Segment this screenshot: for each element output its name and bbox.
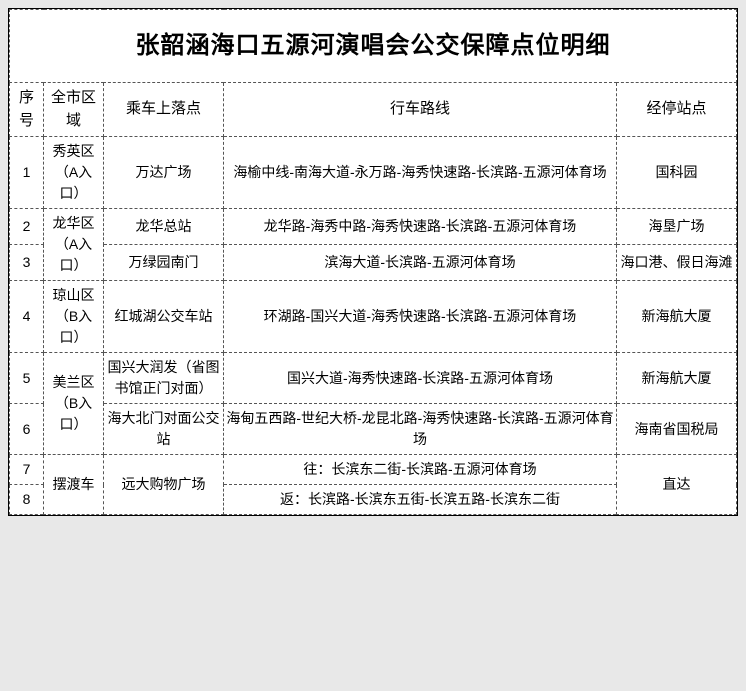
cell-via: 海垦广场: [616, 209, 736, 245]
cell-area: 琼山区（B入口）: [44, 281, 104, 353]
cell-idx: 2: [10, 209, 44, 245]
title-row: 张韶涵海口五源河演唱会公交保障点位明细: [10, 10, 737, 83]
table-row: 1 秀英区（A入口） 万达广场 海榆中线-南海大道-永万路-海秀快速路-长滨路-…: [10, 137, 737, 209]
bus-schedule-table: 张韶涵海口五源河演唱会公交保障点位明细 序号 全市区域 乘车上落点 行车路线 经…: [8, 8, 738, 516]
cell-via: 新海航大厦: [616, 353, 736, 404]
cell-via: 直达: [616, 455, 736, 515]
header-route: 行车路线: [224, 83, 617, 137]
header-idx: 序号: [10, 83, 44, 137]
cell-area: 龙华区（A入口）: [44, 209, 104, 281]
cell-idx: 1: [10, 137, 44, 209]
table-row: 6 海大北门对面公交站 海甸五西路-世纪大桥-龙昆北路-海秀快速路-长滨路-五源…: [10, 404, 737, 455]
table-row: 3 万绿园南门 滨海大道-长滨路-五源河体育场 海口港、假日海滩: [10, 245, 737, 281]
table: 张韶涵海口五源河演唱会公交保障点位明细 序号 全市区域 乘车上落点 行车路线 经…: [9, 9, 737, 515]
header-area: 全市区域: [44, 83, 104, 137]
cell-area: 秀英区（A入口）: [44, 137, 104, 209]
table-row: 5 美兰区（B入口） 国兴大润发（省图书馆正门对面） 国兴大道-海秀快速路-长滨…: [10, 353, 737, 404]
cell-idx: 6: [10, 404, 44, 455]
cell-via: 海南省国税局: [616, 404, 736, 455]
cell-stop: 海大北门对面公交站: [104, 404, 224, 455]
cell-via: 新海航大厦: [616, 281, 736, 353]
table-row: 2 龙华区（A入口） 龙华总站 龙华路-海秀中路-海秀快速路-长滨路-五源河体育…: [10, 209, 737, 245]
header-via: 经停站点: [616, 83, 736, 137]
cell-stop: 红城湖公交车站: [104, 281, 224, 353]
cell-via: 国科园: [616, 137, 736, 209]
cell-route: 龙华路-海秀中路-海秀快速路-长滨路-五源河体育场: [224, 209, 617, 245]
cell-route: 环湖路-国兴大道-海秀快速路-长滨路-五源河体育场: [224, 281, 617, 353]
cell-stop: 国兴大润发（省图书馆正门对面）: [104, 353, 224, 404]
cell-route: 国兴大道-海秀快速路-长滨路-五源河体育场: [224, 353, 617, 404]
table-row: 4 琼山区（B入口） 红城湖公交车站 环湖路-国兴大道-海秀快速路-长滨路-五源…: [10, 281, 737, 353]
cell-via: 海口港、假日海滩: [616, 245, 736, 281]
cell-idx: 7: [10, 455, 44, 485]
cell-idx: 5: [10, 353, 44, 404]
cell-idx: 3: [10, 245, 44, 281]
cell-route: 海甸五西路-世纪大桥-龙昆北路-海秀快速路-长滨路-五源河体育场: [224, 404, 617, 455]
cell-route: 往：长滨东二街-长滨路-五源河体育场: [224, 455, 617, 485]
header-row: 序号 全市区域 乘车上落点 行车路线 经停站点: [10, 83, 737, 137]
cell-area: 美兰区（B入口）: [44, 353, 104, 455]
cell-route: 滨海大道-长滨路-五源河体育场: [224, 245, 617, 281]
table-row: 7 摆渡车 远大购物广场 往：长滨东二街-长滨路-五源河体育场 直达: [10, 455, 737, 485]
cell-idx: 4: [10, 281, 44, 353]
cell-idx: 8: [10, 485, 44, 515]
cell-stop: 龙华总站: [104, 209, 224, 245]
cell-stop: 远大购物广场: [104, 455, 224, 515]
table-title: 张韶涵海口五源河演唱会公交保障点位明细: [10, 10, 737, 83]
cell-route: 返：长滨路-长滨东五街-长滨五路-长滨东二街: [224, 485, 617, 515]
cell-route: 海榆中线-南海大道-永万路-海秀快速路-长滨路-五源河体育场: [224, 137, 617, 209]
header-stop: 乘车上落点: [104, 83, 224, 137]
cell-area: 摆渡车: [44, 455, 104, 515]
cell-stop: 万达广场: [104, 137, 224, 209]
cell-stop: 万绿园南门: [104, 245, 224, 281]
